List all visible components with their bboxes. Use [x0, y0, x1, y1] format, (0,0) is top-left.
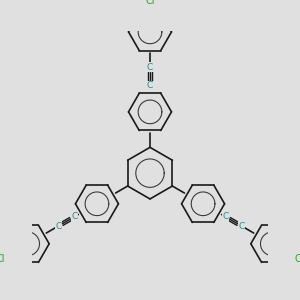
Text: C: C — [55, 221, 61, 230]
Text: Cl: Cl — [145, 0, 155, 6]
Text: C: C — [238, 221, 245, 230]
Text: C: C — [147, 63, 153, 72]
Text: Cl: Cl — [295, 254, 300, 264]
Text: C: C — [147, 81, 153, 90]
Text: Cl: Cl — [0, 254, 5, 264]
Text: C: C — [71, 212, 77, 221]
Text: C: C — [223, 212, 229, 221]
